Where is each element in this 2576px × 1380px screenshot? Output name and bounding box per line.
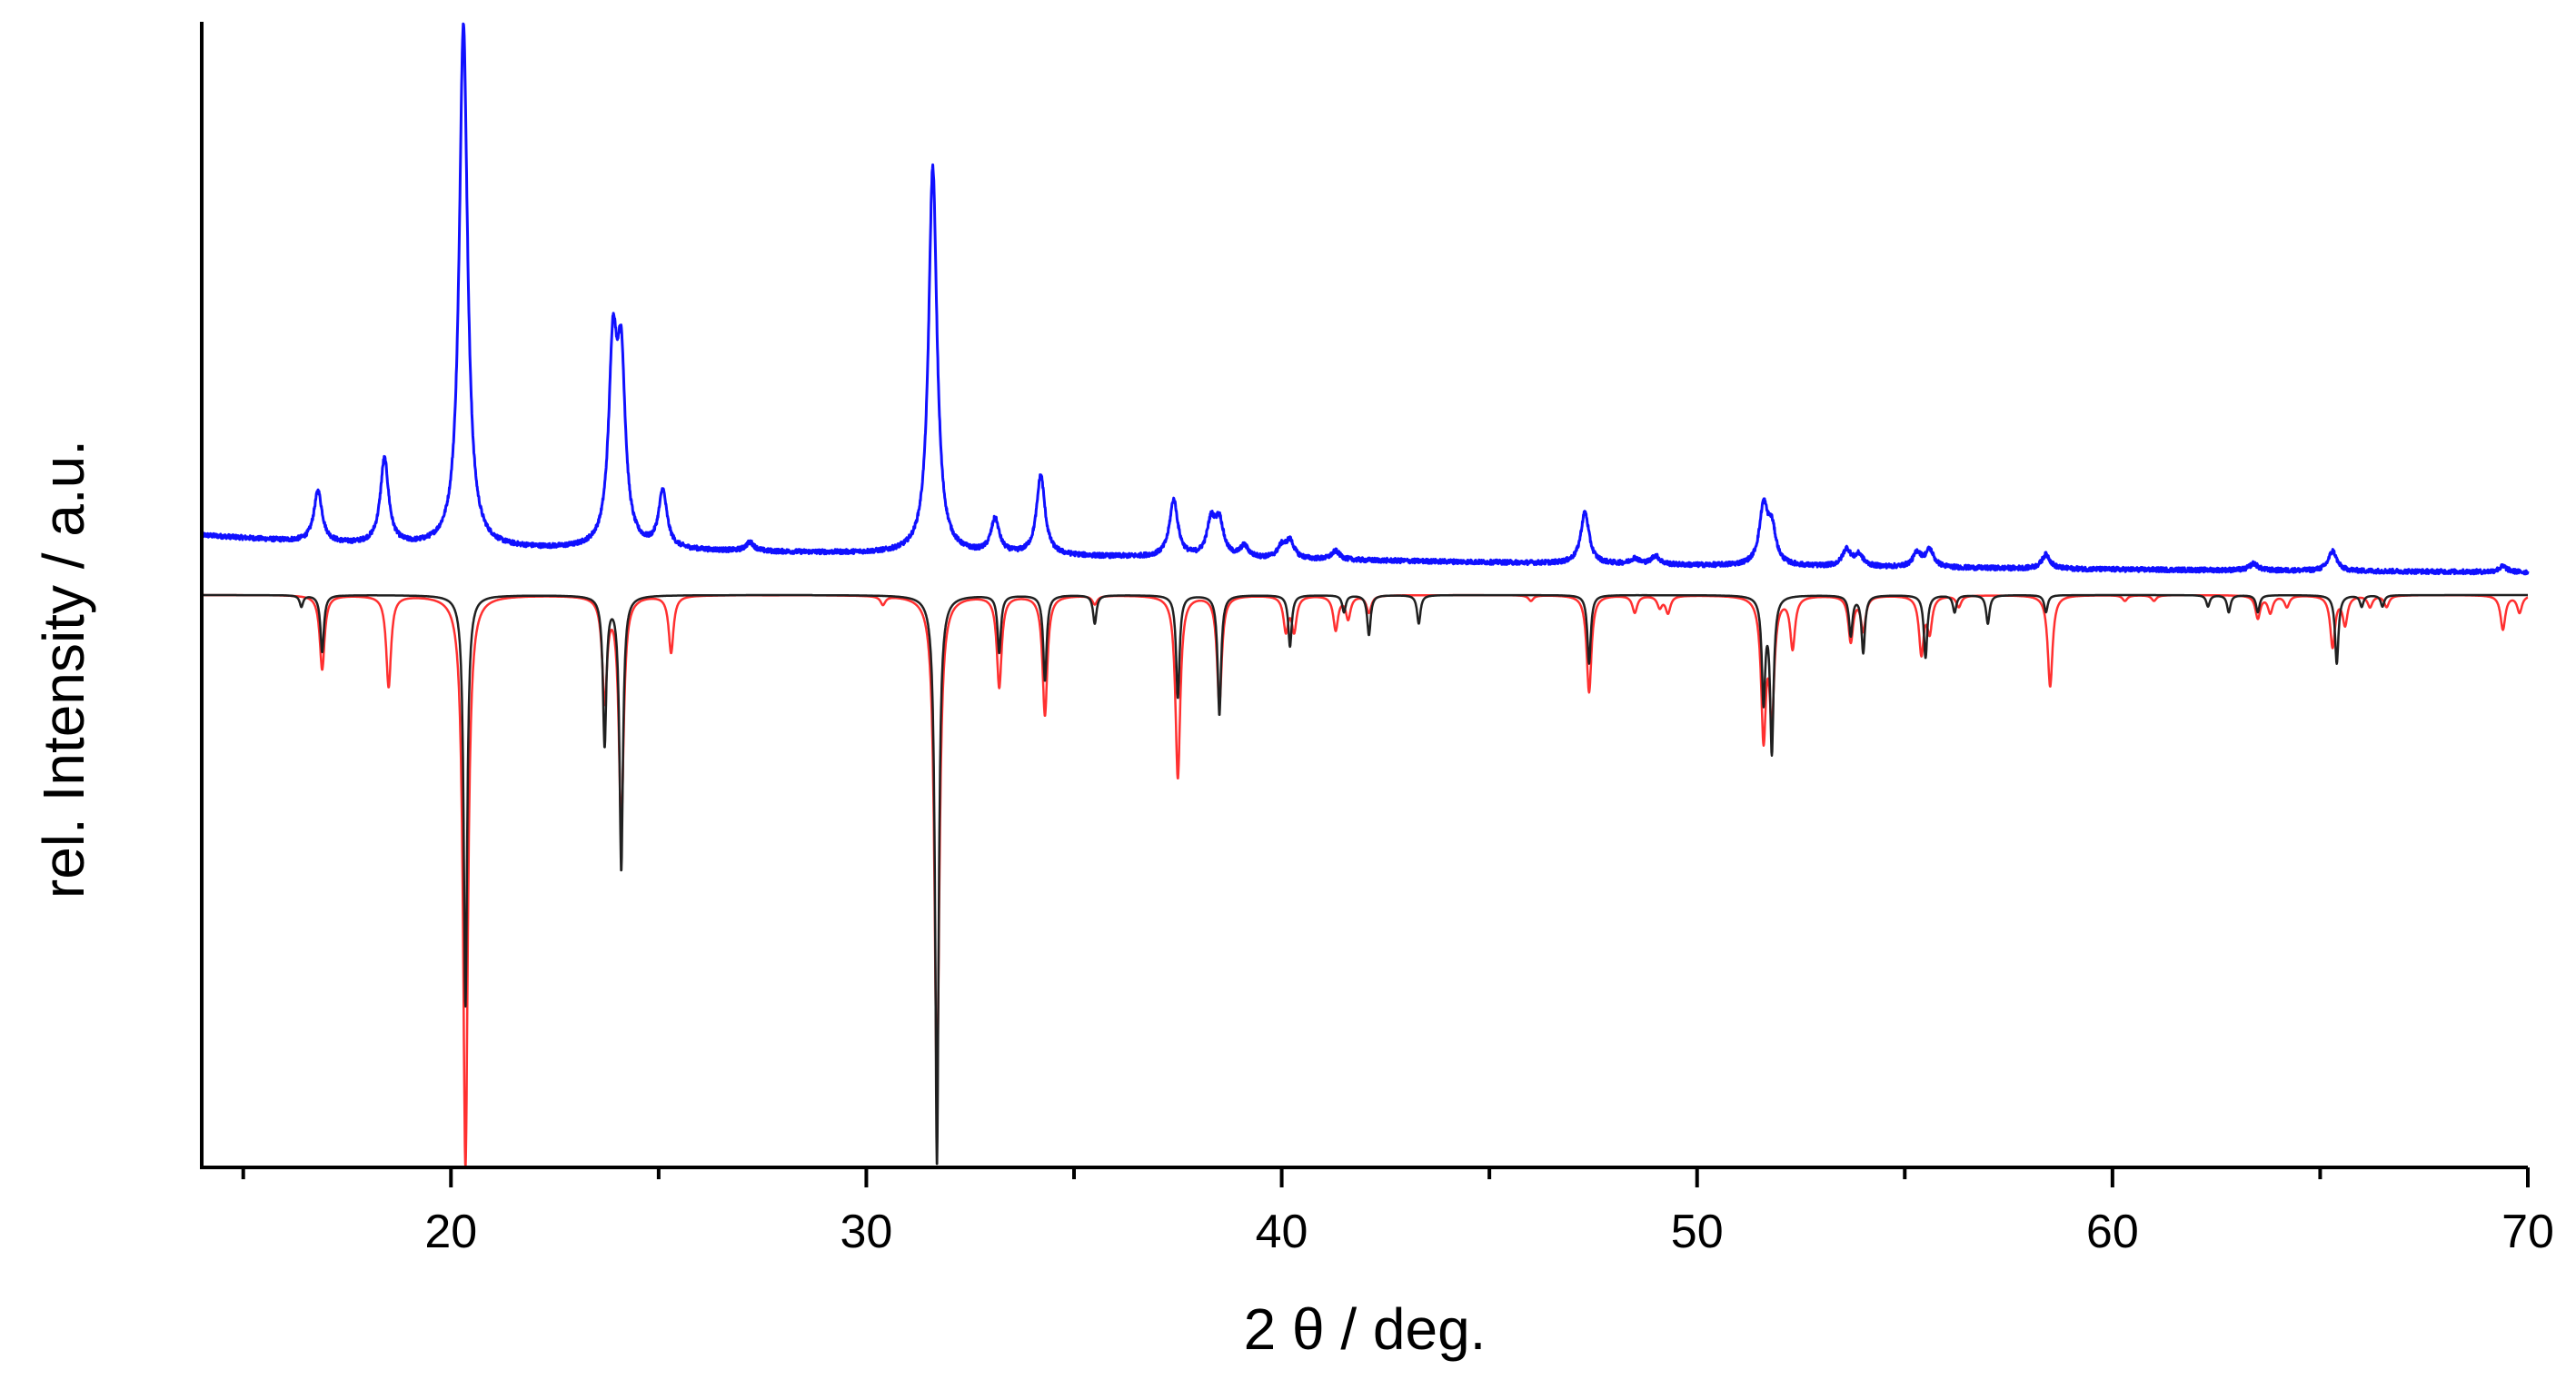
- y-axis-title: rel. Intensity / a.u.: [31, 440, 96, 898]
- x-tick-label: 20: [424, 1206, 477, 1258]
- x-tick-label: 40: [1256, 1206, 1308, 1258]
- x-tick-label: 50: [1671, 1206, 1724, 1258]
- series-line-2: [201, 593, 2529, 1169]
- x-ticks: 20 30 40 50 60 70: [241, 1167, 2554, 1258]
- axes-layer: [200, 22, 2528, 1169]
- series-line-3: [201, 593, 2529, 1166]
- x-tick-label: 70: [2501, 1206, 2554, 1258]
- series-line-1: [200, 22, 2530, 576]
- series-layer: [200, 22, 2530, 1169]
- x-tick-label: 60: [2086, 1206, 2139, 1258]
- x-tick-label: 30: [840, 1206, 893, 1258]
- x-axis-title: 2 θ / deg.: [1244, 1296, 1487, 1362]
